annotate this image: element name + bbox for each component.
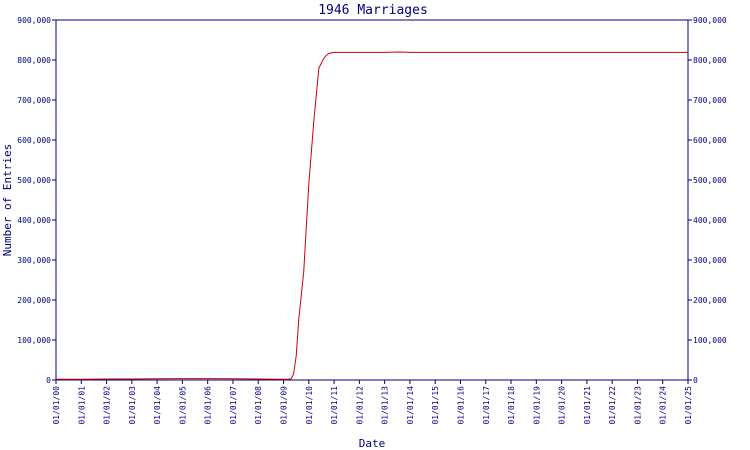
y-tick-label-left: 100,000 (17, 336, 51, 345)
x-tick-label: 01/01/10 (305, 386, 314, 425)
y-tick-label-right: 100,000 (693, 336, 727, 345)
y-axis-left: 0 100,000 200,000 300,000 400,000 500,000 600,… (17, 16, 56, 385)
x-tick-label: 01/01/16 (456, 386, 465, 425)
x-tick-label: 01/01/19 (532, 386, 541, 425)
y-tick-label-right: 500,000 (693, 176, 727, 185)
y-tick-label-left: 900,000 (17, 16, 51, 25)
plot-frame (55, 19, 689, 381)
y-tick-label-left: 0 (46, 376, 51, 385)
y-tick-label-left: 600,000 (17, 136, 51, 145)
y-axis-right: 0 100,000 200,000 300,000 400,000 500,000 600,… (688, 16, 727, 385)
y-tick-label-right: 700,000 (693, 96, 727, 105)
series-line (56, 51, 688, 380)
x-tick-label: 01/01/06 (204, 386, 213, 425)
y-tick-label-left: 800,000 (17, 56, 51, 65)
x-tick-label: 01/01/25 (684, 386, 693, 425)
y-tick-label-left: 400,000 (17, 216, 51, 225)
y-tick-label-right: 600,000 (693, 136, 727, 145)
y-tick-label-right: 200,000 (693, 296, 727, 305)
x-tick-label: 01/01/04 (153, 386, 162, 425)
y-tick-label-right: 400,000 (693, 216, 727, 225)
x-axis-label: Date (359, 437, 386, 450)
y-tick-label-left: 700,000 (17, 96, 51, 105)
x-tick-label: 01/01/14 (406, 386, 415, 425)
x-tick-label: 01/01/02 (103, 386, 112, 425)
y-tick-label-left: 300,000 (17, 256, 51, 265)
x-tick-label: 01/01/15 (431, 386, 440, 425)
y-tick-label-right: 800,000 (693, 56, 727, 65)
y-tick-label-right: 300,000 (693, 256, 727, 265)
chart-title: 1946 Marriages (318, 3, 428, 18)
x-tick-label: 01/01/17 (482, 386, 491, 425)
x-tick-label: 01/01/20 (558, 386, 567, 425)
x-tick-label: 01/01/24 (659, 386, 668, 425)
x-tick-label: 01/01/18 (507, 386, 516, 425)
y-tick-label-right: 0 (693, 376, 698, 385)
x-axis: 01/01/00 01/01/01 01/01/02 01/01/03 01/01/04… (52, 380, 693, 425)
y-tick-label-right: 900,000 (693, 16, 727, 25)
x-tick-label: 01/01/11 (330, 386, 339, 425)
y-tick-label-left: 500,000 (17, 176, 51, 185)
x-tick-label: 01/01/07 (229, 386, 238, 425)
x-tick-label: 01/01/08 (254, 386, 263, 425)
x-tick-label: 01/01/00 (52, 386, 61, 425)
x-tick-label: 01/01/12 (355, 386, 364, 425)
x-tick-label: 01/01/05 (178, 386, 187, 425)
x-tick-label: 01/01/13 (381, 386, 390, 425)
x-tick-label: 01/01/09 (280, 386, 289, 425)
x-tick-label: 01/01/21 (583, 386, 592, 425)
x-tick-label: 01/01/22 (608, 386, 617, 425)
x-tick-label: 01/01/03 (128, 386, 137, 425)
x-tick-label: 01/01/23 (633, 386, 642, 425)
y-tick-label-left: 200,000 (17, 296, 51, 305)
x-tick-label: 01/01/01 (77, 386, 86, 425)
y-axis-label: Number of Entries (1, 144, 14, 257)
